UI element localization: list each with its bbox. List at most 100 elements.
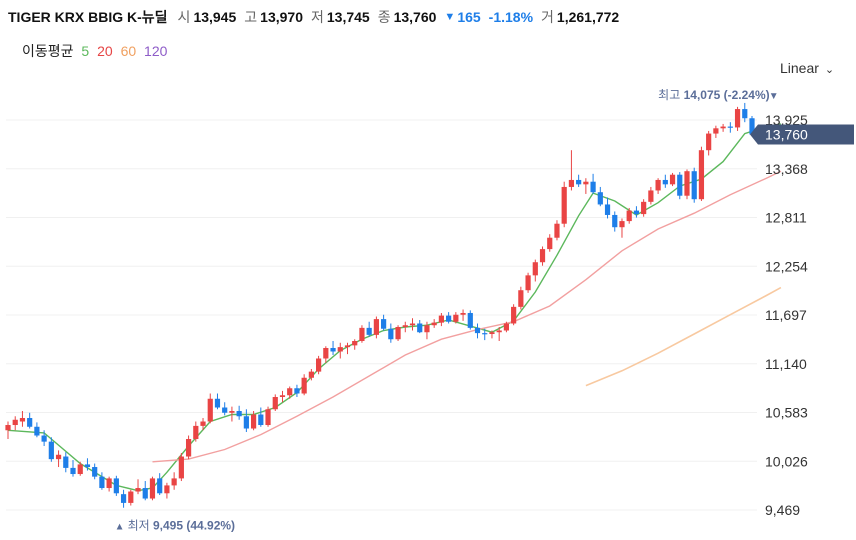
- candle: [706, 130, 712, 156]
- candle-body: [243, 416, 249, 429]
- open-label: 시: [177, 9, 191, 25]
- candle: [438, 312, 444, 327]
- ma-60-label[interactable]: 60: [120, 43, 137, 59]
- candle-body: [113, 478, 119, 494]
- candle: [388, 323, 394, 343]
- candle: [229, 406, 235, 422]
- candle: [250, 411, 257, 431]
- candle-body: [128, 491, 134, 503]
- candle: [149, 476, 156, 501]
- candle-body: [236, 411, 242, 417]
- candle: [279, 390, 286, 403]
- candle-body: [431, 322, 437, 326]
- high-marker-icon: ▼: [769, 91, 779, 102]
- ma-120-label[interactable]: 120: [144, 43, 168, 59]
- chevron-down-icon: ⌄: [824, 64, 835, 76]
- candle-body: [511, 306, 517, 324]
- candle-body: [554, 223, 560, 238]
- moving-average-legend[interactable]: 이동평균 5 20 60 120: [22, 41, 171, 61]
- candle: [431, 319, 437, 328]
- candle: [561, 181, 567, 228]
- candle-body: [525, 275, 531, 291]
- y-tick-label: 13,925: [765, 112, 808, 128]
- instrument-title: TIGER KRX BBIG K-뉴딜: [8, 9, 168, 25]
- candle: [417, 319, 423, 334]
- candle: [200, 418, 206, 431]
- candle-body: [229, 411, 235, 413]
- down-arrow-icon: ▼: [444, 11, 456, 23]
- annotations: 13,760 최고 14,075 (-2.24%) ▼ ▲ 최저 9,495 (44.9…: [115, 88, 854, 533]
- candle: [424, 321, 430, 340]
- candle-body: [164, 485, 170, 494]
- volume-label: 거: [541, 9, 554, 25]
- candle-body: [27, 418, 33, 427]
- candle-body: [597, 192, 603, 205]
- candle-body: [316, 358, 322, 372]
- candle: [518, 286, 524, 310]
- candle: [612, 211, 618, 232]
- ma-5-label[interactable]: 5: [81, 43, 90, 59]
- candle: [641, 199, 647, 217]
- candle-body: [373, 319, 379, 335]
- candle-body: [157, 478, 163, 494]
- candle: [482, 328, 488, 341]
- candle-body: [294, 388, 300, 394]
- high-value: 13,970: [260, 9, 303, 25]
- candle: [128, 489, 134, 506]
- high-annotation-value: 14,075 (-2.24%): [684, 88, 770, 102]
- candle: [453, 312, 459, 324]
- ma5-line: [7, 123, 782, 492]
- candle: [366, 321, 372, 337]
- low-annotation-label: 최저: [128, 519, 153, 533]
- candle: [265, 406, 271, 427]
- candle-body: [308, 371, 314, 378]
- candle-body: [222, 407, 228, 413]
- candle: [323, 346, 329, 363]
- candlesticks: [5, 102, 755, 508]
- candle-body: [214, 398, 221, 408]
- candle: [511, 304, 517, 326]
- candle-body: [749, 118, 755, 135]
- candle: [373, 316, 379, 339]
- candle: [576, 174, 582, 187]
- candle: [597, 186, 603, 207]
- ma-20-label[interactable]: 20: [97, 43, 113, 59]
- candle-body: [12, 419, 18, 426]
- candle: [41, 430, 47, 447]
- ma-legend-label: 이동평균: [22, 43, 74, 59]
- candle: [287, 386, 293, 399]
- candle: [677, 172, 683, 200]
- candle-body: [149, 478, 156, 499]
- candle: [583, 178, 589, 194]
- high-label: 고: [244, 9, 258, 25]
- candle: [344, 342, 351, 355]
- candle-body: [19, 418, 26, 422]
- candle-body: [395, 326, 401, 340]
- scale-select-value: Linear: [780, 60, 819, 76]
- candle: [590, 173, 596, 194]
- candle-body: [272, 397, 278, 410]
- candle-body: [381, 319, 387, 329]
- candle: [207, 393, 213, 424]
- candle-body: [265, 409, 271, 426]
- open-value: 13,945: [193, 9, 237, 25]
- candle-body: [135, 488, 141, 492]
- candle: [84, 458, 91, 471]
- low-annotation-value: 9,495 (44.92%): [153, 519, 235, 533]
- candle-body: [424, 325, 430, 333]
- candle: [294, 384, 300, 398]
- candle: [489, 330, 495, 339]
- scale-select[interactable]: Linear ⌄: [780, 60, 834, 76]
- candle: [604, 197, 611, 219]
- candle-body: [713, 128, 719, 134]
- candle-body: [301, 377, 307, 394]
- candle-body: [633, 210, 640, 215]
- candle: [63, 452, 69, 473]
- candle: [648, 186, 654, 205]
- candle: [359, 325, 365, 343]
- candle: [727, 122, 733, 133]
- candle-body: [279, 395, 286, 398]
- candle: [734, 106, 741, 131]
- ma60-line: [585, 286, 782, 387]
